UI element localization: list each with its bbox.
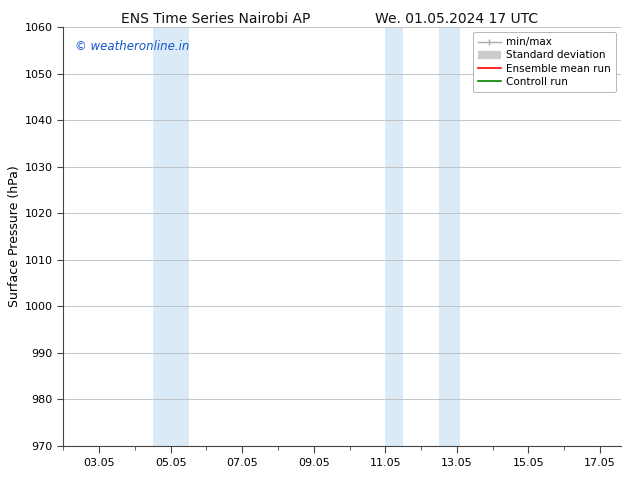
Text: ENS Time Series Nairobi AP: ENS Time Series Nairobi AP — [121, 12, 310, 26]
Text: We. 01.05.2024 17 UTC: We. 01.05.2024 17 UTC — [375, 12, 538, 26]
Bar — [385, 27, 403, 446]
Bar — [439, 27, 460, 446]
Legend: min/max, Standard deviation, Ensemble mean run, Controll run: min/max, Standard deviation, Ensemble me… — [473, 32, 616, 92]
Y-axis label: Surface Pressure (hPa): Surface Pressure (hPa) — [8, 166, 21, 307]
Bar — [153, 27, 188, 446]
Text: © weatheronline.in: © weatheronline.in — [75, 40, 189, 52]
